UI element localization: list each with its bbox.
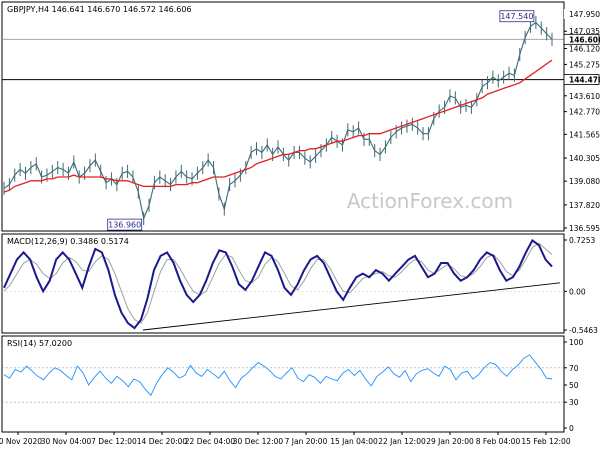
- x-tick-label: 7 Dec 12:00: [91, 437, 137, 446]
- rsi-tick-label: 100: [569, 338, 584, 347]
- macd-trendline: [142, 282, 561, 331]
- price-tick-label: 143.610: [569, 92, 600, 101]
- x-tick-label: 22 Dec 04:00: [185, 437, 236, 446]
- price-label-text: 146.606: [569, 35, 600, 44]
- macd-tick-label: 0.00: [569, 287, 586, 296]
- x-tick-label: 14 Dec 20:00: [137, 437, 188, 446]
- x-tick-label: 15 Feb 12:00: [521, 437, 570, 446]
- rsi-tick-label: 50: [569, 381, 579, 390]
- high-annotation-box: [499, 10, 535, 23]
- rsi-tick-label: 30: [569, 398, 579, 407]
- price-tick-label: 145.275: [569, 60, 600, 69]
- price-tick-label: 142.770: [569, 108, 600, 117]
- price-tick-label: 140.305: [569, 154, 600, 163]
- high-annotation-text: 147.540: [500, 12, 533, 21]
- rsi-tick-label: 0: [569, 424, 574, 433]
- macd-series-macd: [3, 238, 553, 330]
- price-panel-frame: [1, 1, 565, 232]
- price-label-text: 144.470: [569, 76, 600, 85]
- macd-tick-label: 0.7253: [569, 236, 595, 245]
- x-tick-label: 30 Dec 12:00: [233, 437, 284, 446]
- price-label-box: [563, 74, 600, 85]
- price-label-text: 147.950: [569, 10, 600, 19]
- low-annotation-box: [107, 218, 143, 231]
- price-tick-label: 137.820: [569, 201, 600, 210]
- price-tick-label: 147.035: [569, 27, 600, 36]
- x-tick-label: 8 Feb 04:00: [476, 437, 521, 446]
- x-tick-label: 30 Nov 04:00: [41, 437, 92, 446]
- price-series-ma: [3, 59, 553, 193]
- x-tick-label: 7 Jan 20:00: [285, 437, 328, 446]
- x-tick-label: 29 Jan 20:00: [426, 437, 474, 446]
- price-tick-label: 146.120: [569, 44, 600, 53]
- macd-tick-label: -0.5463: [569, 326, 598, 335]
- price-header: GBPJPY,H4 146.641 146.670 146.572 146.60…: [7, 5, 192, 14]
- x-tick-label: 20 Nov 2020: [0, 437, 42, 446]
- price-tick-label: 136.595: [569, 224, 600, 233]
- price-label-box: [563, 33, 600, 45]
- price-label-box: [564, 9, 599, 19]
- macd-series-signal: [3, 242, 553, 324]
- low-annotation-text: 136.960: [108, 221, 141, 230]
- watermark: ActionForex.com: [347, 189, 513, 213]
- rsi-series: [3, 354, 553, 397]
- x-tick-label: 15 Jan 04:00: [330, 437, 378, 446]
- rsi-panel-frame: [1, 335, 565, 433]
- price-tick-label: 139.080: [569, 177, 600, 186]
- x-tick-label: 22 Jan 12:00: [378, 437, 426, 446]
- price-tick-label: 141.565: [569, 130, 600, 139]
- rsi-header: RSI(14) 57.0200: [7, 339, 72, 348]
- rsi-tick-label: 70: [569, 364, 579, 373]
- macd-header: MACD(12,26,9) 0.3486 0.5174: [7, 237, 129, 246]
